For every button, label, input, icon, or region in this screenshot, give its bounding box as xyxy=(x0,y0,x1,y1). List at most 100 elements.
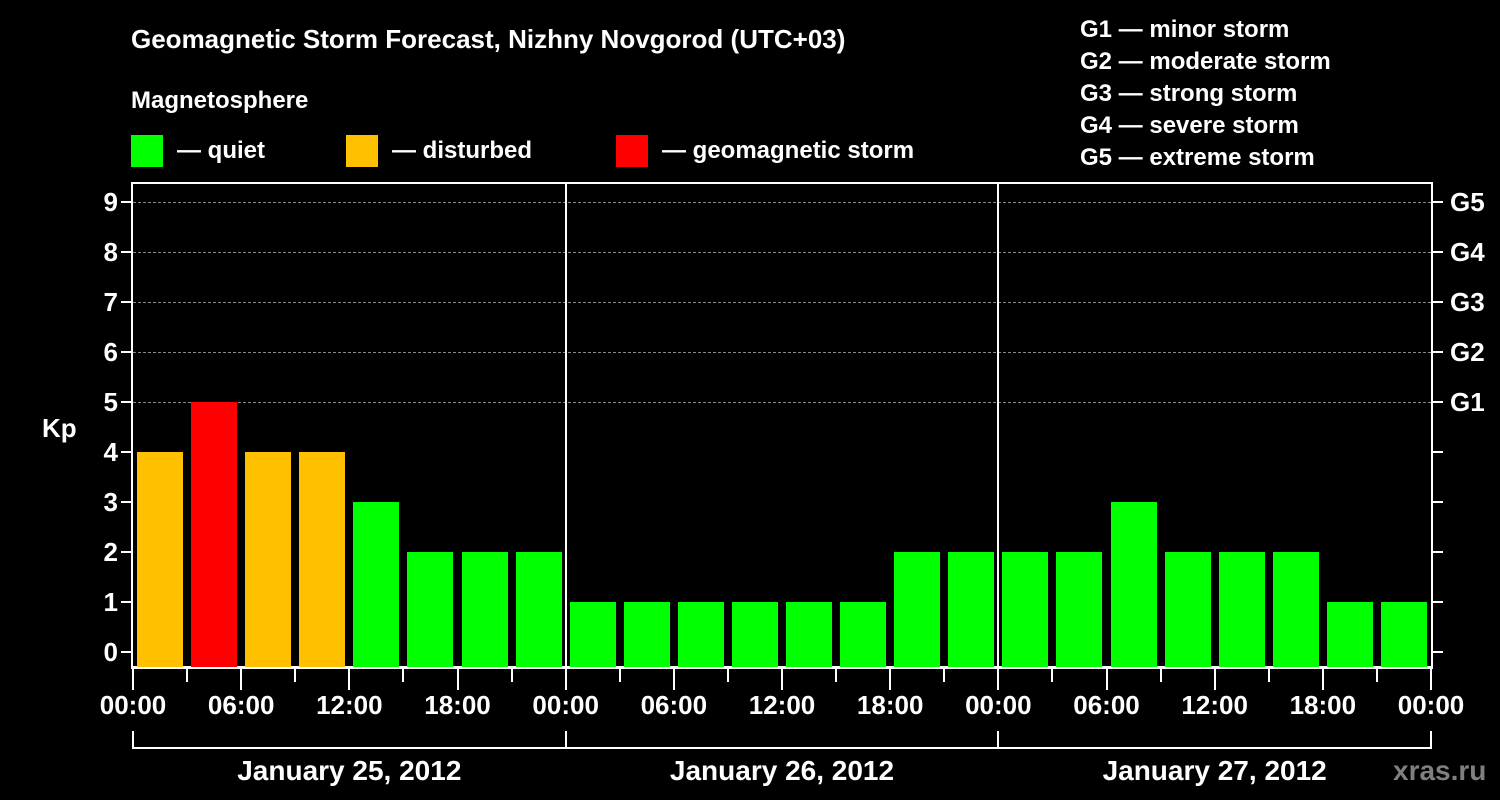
bracket-tick xyxy=(997,731,1000,749)
legend-item-disturbed: — disturbed xyxy=(346,135,532,167)
x-tick-minor xyxy=(618,668,621,682)
x-tick-major xyxy=(997,668,1000,690)
quiet-swatch-icon xyxy=(131,135,163,167)
y-tick-left xyxy=(121,351,131,353)
g-legend-item: G5 — extreme storm xyxy=(1080,144,1315,171)
gridline xyxy=(133,252,1431,253)
kp-bar xyxy=(407,552,454,667)
day-separator xyxy=(564,182,567,668)
y-tick-left xyxy=(121,501,131,503)
g-level-label: G2 xyxy=(1450,337,1485,367)
x-tick-label: 00:00 xyxy=(965,690,1032,720)
y-tick-right xyxy=(1433,201,1443,203)
y-tick-left xyxy=(121,451,131,453)
x-tick-label: 06:00 xyxy=(1073,690,1140,720)
y-tick-right xyxy=(1433,501,1443,503)
y-tick-right xyxy=(1433,351,1443,353)
y-tick-label: 6 xyxy=(103,337,118,367)
x-tick-label: 12:00 xyxy=(316,690,383,720)
kp-bar xyxy=(894,552,941,667)
y-tick-label: 5 xyxy=(103,387,118,417)
kp-bar xyxy=(353,502,400,667)
legend-item-storm: — geomagnetic storm xyxy=(616,135,914,167)
y-tick-label: 2 xyxy=(103,537,118,567)
kp-bar xyxy=(677,602,724,667)
x-tick-minor xyxy=(402,668,405,682)
x-tick-major xyxy=(889,668,892,690)
y-tick-label: 0 xyxy=(103,637,118,667)
x-tick-minor xyxy=(1375,668,1378,682)
y-tick-right xyxy=(1433,551,1443,553)
kp-bar xyxy=(623,602,670,667)
date-bracket xyxy=(134,747,1432,749)
x-tick-major xyxy=(672,668,675,690)
legend-item-quiet: — quiet xyxy=(131,135,265,167)
kp-bar xyxy=(515,552,562,667)
x-tick-minor xyxy=(1051,668,1054,682)
kp-bar xyxy=(569,602,616,667)
kp-bar xyxy=(1218,552,1265,667)
g-level-label: G3 xyxy=(1450,287,1485,317)
kp-bar xyxy=(461,552,508,667)
storm-swatch-icon xyxy=(616,135,648,167)
bracket-tick xyxy=(1430,731,1432,749)
x-tick-minor xyxy=(510,668,513,682)
disturbed-swatch-icon xyxy=(346,135,378,167)
kp-bar xyxy=(1056,552,1103,667)
x-tick-minor xyxy=(1267,668,1270,682)
y-tick-label: 8 xyxy=(103,237,118,267)
x-tick-major xyxy=(781,668,783,690)
x-tick-major xyxy=(1213,668,1216,690)
g-legend-item: G1 — minor storm xyxy=(1080,16,1290,43)
bracket-tick xyxy=(132,731,134,749)
x-tick-major xyxy=(1321,668,1324,690)
kp-bar xyxy=(1272,552,1319,667)
kp-bar xyxy=(731,602,778,667)
bracket-tick xyxy=(564,731,567,749)
legend-label: — quiet xyxy=(177,137,265,164)
x-tick-major xyxy=(456,668,459,690)
day-separator xyxy=(997,182,1000,668)
kp-bar xyxy=(1164,552,1211,667)
x-tick-major xyxy=(348,668,351,690)
x-tick-major xyxy=(240,668,243,690)
y-tick-right xyxy=(1433,451,1443,453)
kp-bar xyxy=(786,602,833,667)
x-tick-minor xyxy=(186,668,189,682)
x-tick-minor xyxy=(1159,668,1162,682)
y-tick-label: 7 xyxy=(103,287,118,317)
x-tick-label: 12:00 xyxy=(748,690,816,720)
y-axis-title: Kp xyxy=(42,413,77,443)
gridline xyxy=(133,202,1431,203)
y-tick-right xyxy=(1433,251,1443,253)
gridline xyxy=(133,302,1431,303)
y-tick-right xyxy=(1433,401,1443,403)
date-label: January 27, 2012 xyxy=(1102,755,1327,786)
date-label: January 25, 2012 xyxy=(237,755,462,786)
y-tick-label: 1 xyxy=(103,587,118,617)
x-tick-minor xyxy=(835,668,838,682)
plot-area xyxy=(131,182,1433,668)
y-tick-label: 4 xyxy=(103,437,118,467)
x-tick-major xyxy=(1105,668,1108,690)
g-legend-item: G2 — moderate storm xyxy=(1080,48,1331,75)
g-legend-item: G4 — severe storm xyxy=(1080,112,1299,139)
y-tick-left xyxy=(121,251,131,253)
y-tick-right xyxy=(1433,651,1443,653)
x-tick-label: 06:00 xyxy=(640,690,708,720)
kp-bar xyxy=(1002,552,1049,667)
g-level-label: G5 xyxy=(1450,187,1485,217)
g-level-label: G4 xyxy=(1450,237,1485,267)
y-tick-left xyxy=(121,201,131,203)
x-tick-label: 00:00 xyxy=(1397,690,1465,720)
gridline xyxy=(133,352,1431,353)
y-tick-right xyxy=(1433,601,1443,603)
y-tick-right xyxy=(1433,301,1443,303)
kp-bar xyxy=(191,402,238,667)
kp-bar xyxy=(1110,502,1157,667)
y-tick-left xyxy=(121,551,131,553)
kp-bar xyxy=(948,552,995,667)
kp-bar xyxy=(245,452,292,667)
y-tick-left xyxy=(121,301,131,303)
x-tick-label: 00:00 xyxy=(99,690,167,720)
